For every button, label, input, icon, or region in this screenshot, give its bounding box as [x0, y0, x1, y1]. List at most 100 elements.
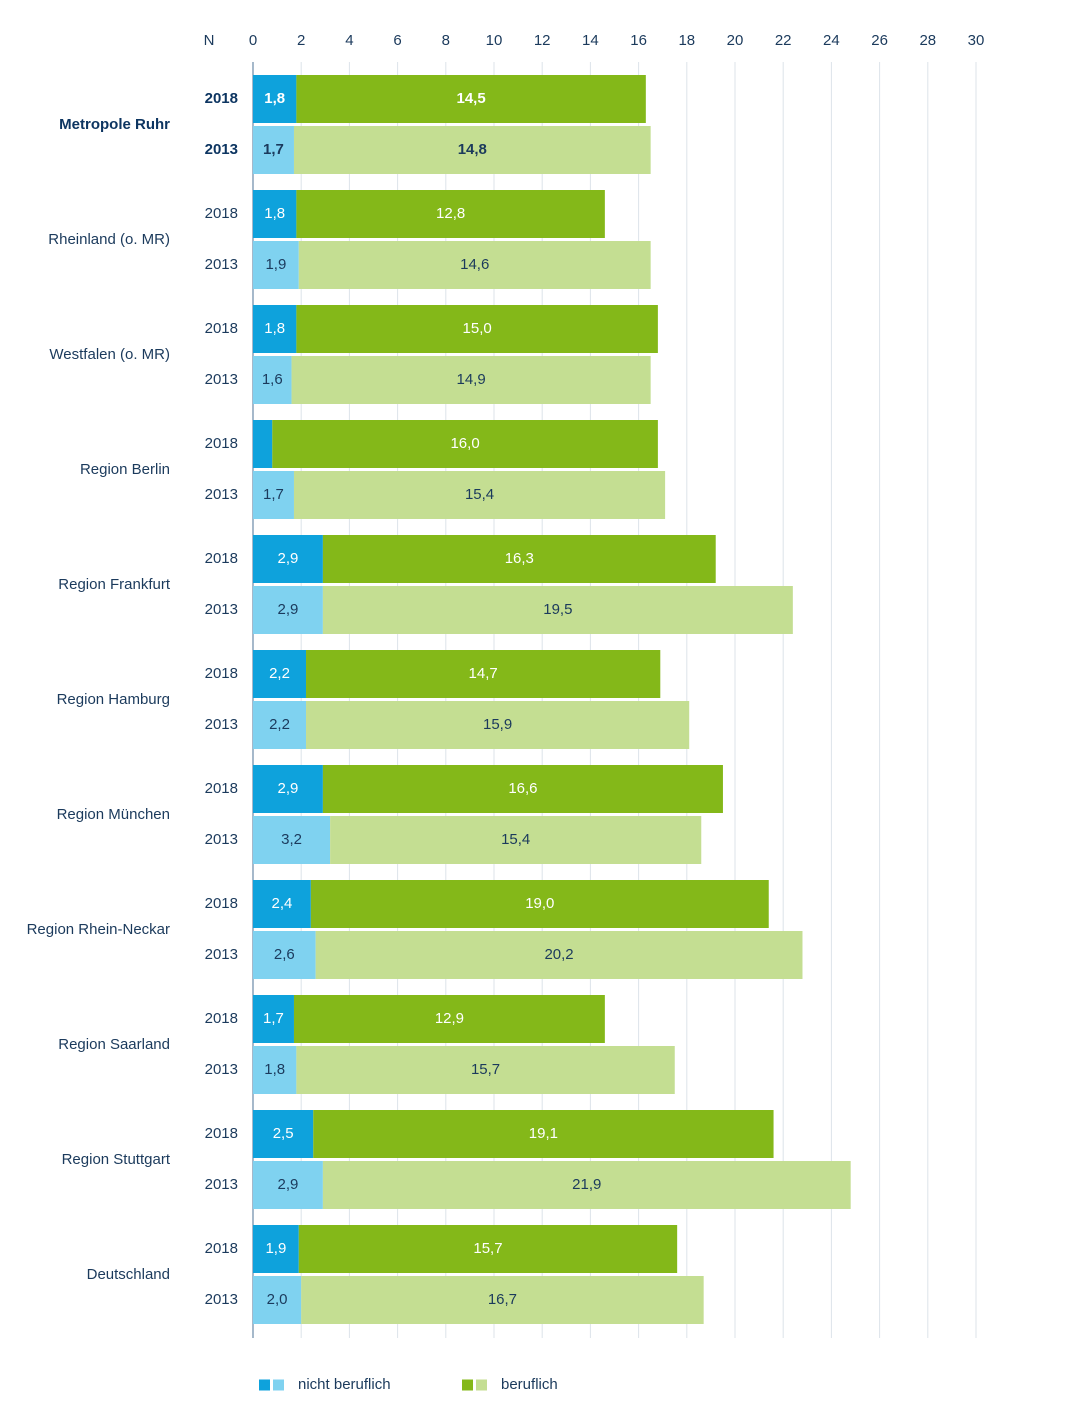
bar-beruflich: [293, 471, 666, 519]
data-label-nicht-beruflich: 1,8: [264, 205, 285, 222]
bar-nicht-beruflich: [253, 1161, 323, 1209]
bar-beruflich: [296, 305, 658, 353]
region-label: Region Saarland: [58, 1036, 170, 1053]
x-tick-label: 18: [678, 32, 695, 49]
legend-label-beruflich: beruflich: [501, 1376, 558, 1393]
year-label: 2018: [205, 435, 238, 452]
bar-beruflich: [291, 356, 651, 404]
bar-beruflich: [272, 420, 658, 468]
x-tick-label: 12: [534, 32, 551, 49]
year-label: 2018: [205, 90, 238, 107]
bar-nicht-beruflich: [253, 765, 323, 813]
data-label-beruflich: 16,0: [450, 435, 479, 452]
bar-beruflich: [298, 1225, 678, 1273]
x-tick-label: 22: [775, 32, 792, 49]
year-label: 2013: [205, 141, 238, 158]
year-label: 2018: [205, 550, 238, 567]
year-label: 2013: [205, 1291, 238, 1308]
bar-beruflich: [296, 1046, 675, 1094]
x-tick-label: 14: [582, 32, 599, 49]
year-label: 2013: [205, 716, 238, 733]
bar-nicht-beruflich: [253, 1046, 297, 1094]
bar-beruflich: [315, 931, 803, 979]
bar-beruflich: [301, 1276, 704, 1324]
x-tick-label: 16: [630, 32, 647, 49]
data-label-beruflich: 15,7: [471, 1061, 500, 1078]
bar-nicht-beruflich: [253, 1276, 302, 1324]
bar-nicht-beruflich: [253, 471, 294, 519]
data-label-nicht-beruflich: 1,7: [263, 141, 284, 158]
bar-beruflich: [293, 995, 605, 1043]
bar-nicht-beruflich: [253, 995, 294, 1043]
bar-nicht-beruflich: [253, 420, 273, 468]
data-label-nicht-beruflich: 2,9: [278, 601, 299, 618]
region-label: Deutschland: [87, 1266, 170, 1283]
x-tick-label: 0: [249, 32, 257, 49]
year-label: 2018: [205, 895, 238, 912]
region-label: Region Hamburg: [57, 691, 170, 708]
data-label-beruflich: 14,7: [469, 665, 498, 682]
data-label-nicht-beruflich: 2,4: [271, 895, 292, 912]
data-label-beruflich: 21,9: [572, 1176, 601, 1193]
region-label: Region Stuttgart: [62, 1151, 171, 1168]
region-label: Region Frankfurt: [58, 576, 171, 593]
legend-swatch-beruflich-2013: [476, 1379, 487, 1391]
bar-nicht-beruflich: [253, 305, 297, 353]
data-label-nicht-beruflich: 2,2: [269, 716, 290, 733]
data-label-nicht-beruflich: 1,7: [263, 1010, 284, 1027]
data-label-beruflich: 12,9: [435, 1010, 464, 1027]
x-tick-label: 26: [871, 32, 888, 49]
data-label-beruflich: 15,0: [463, 320, 492, 337]
data-label-nicht-beruflich: 1,6: [262, 371, 283, 388]
bar-nicht-beruflich: [253, 931, 316, 979]
data-label-nicht-beruflich: 2,5: [273, 1125, 294, 1142]
bar-nicht-beruflich: [253, 75, 297, 123]
bar-beruflich: [313, 1110, 774, 1158]
data-label-beruflich: 12,8: [436, 205, 465, 222]
legend-swatch-beruflich-2018: [462, 1379, 473, 1391]
region-label: Region München: [57, 806, 170, 823]
region-label: Metropole Ruhr: [59, 116, 170, 133]
x-tick-label: 20: [727, 32, 744, 49]
year-label: 2018: [205, 205, 238, 222]
data-label-nicht-beruflich: 1,9: [265, 1240, 286, 1257]
x-tick-label: 2: [297, 32, 305, 49]
data-label-nicht-beruflich: 1,8: [264, 90, 285, 107]
year-label: 2013: [205, 486, 238, 503]
bar-nicht-beruflich: [253, 190, 297, 238]
bar-beruflich: [322, 535, 716, 583]
x-tick-label: 8: [442, 32, 450, 49]
data-label-nicht-beruflich: 2,2: [269, 665, 290, 682]
data-label-nicht-beruflich: 2,9: [278, 780, 299, 797]
bar-beruflich: [306, 650, 661, 698]
data-label-beruflich: 19,1: [529, 1125, 558, 1142]
region-label: Region Rhein-Neckar: [27, 921, 170, 938]
data-label-beruflich: 16,3: [505, 550, 534, 567]
year-label: 2018: [205, 1010, 238, 1027]
n-label: N: [204, 32, 215, 49]
data-label-nicht-beruflich: 2,0: [267, 1291, 288, 1308]
region-label: Region Berlin: [80, 461, 170, 478]
year-label: 2018: [205, 780, 238, 797]
year-label: 2013: [205, 831, 238, 848]
year-label: 2018: [205, 1240, 238, 1257]
bar-nicht-beruflich: [253, 650, 307, 698]
year-label: 2013: [205, 1061, 238, 1078]
data-label-nicht-beruflich: 1,9: [265, 256, 286, 273]
legend-swatch-nicht-beruflich-2013: [273, 1379, 284, 1391]
bar-nicht-beruflich: [253, 880, 311, 928]
data-label-nicht-beruflich: 1,8: [264, 1061, 285, 1078]
bar-nicht-beruflich: [253, 535, 323, 583]
x-tick-label: 4: [345, 32, 353, 49]
year-label: 2018: [205, 1125, 238, 1142]
data-label-beruflich: 15,7: [473, 1240, 502, 1257]
bar-beruflich: [306, 701, 690, 749]
bar-beruflich: [298, 241, 651, 289]
region-label: Westfalen (o. MR): [49, 346, 170, 363]
data-label-beruflich: 15,9: [483, 716, 512, 733]
legend-swatch-nicht-beruflich-2018: [259, 1379, 270, 1391]
category-labels: Metropole Ruhr 2018 2013 Rheinland (o. MR) 2…: [27, 90, 238, 1308]
bar-beruflich: [322, 586, 793, 634]
x-tick-label: 24: [823, 32, 840, 49]
